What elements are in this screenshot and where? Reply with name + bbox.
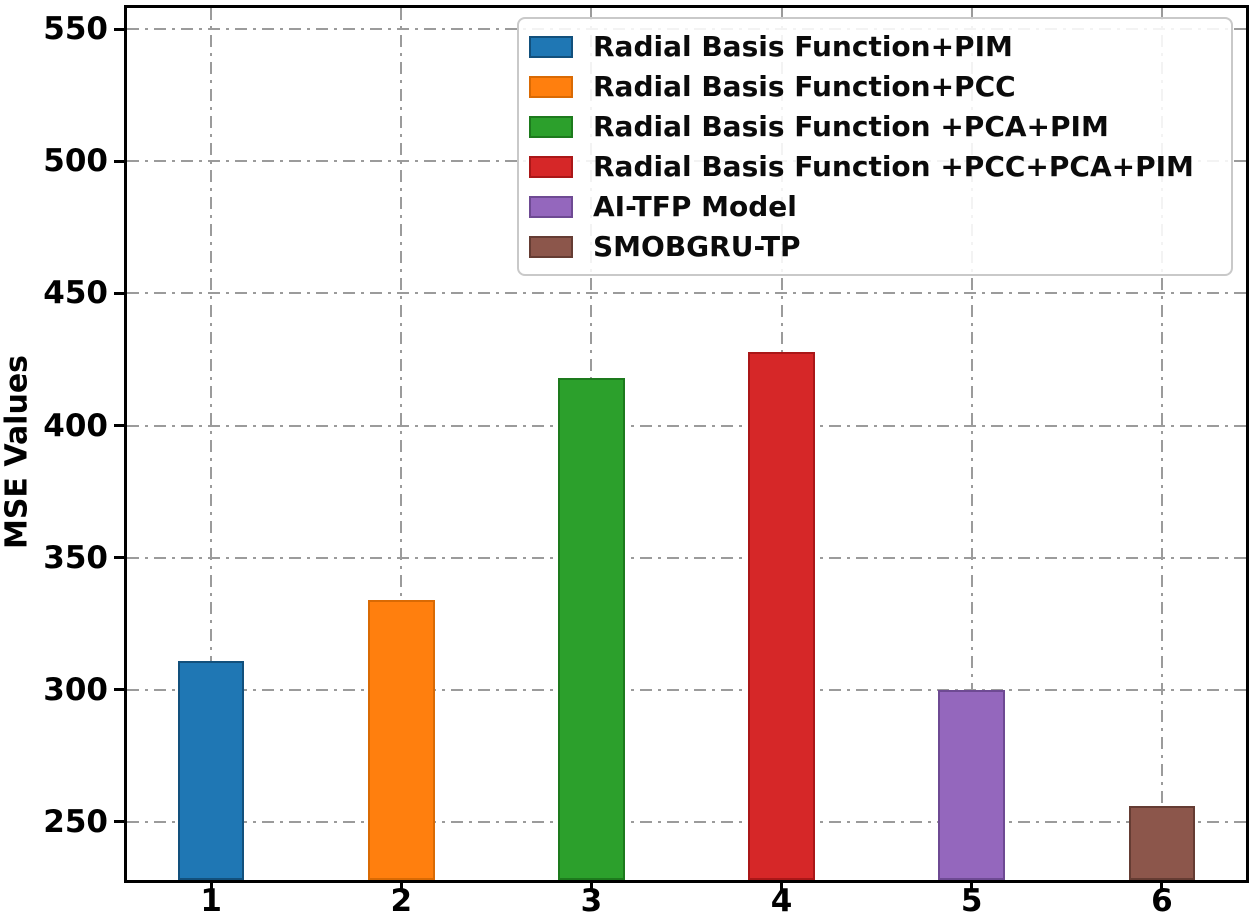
legend-swatch [529, 235, 573, 258]
gridline-horizontal [127, 688, 1246, 691]
y-axis-title: MSE Values [0, 354, 35, 550]
x-tick-label: 6 [1151, 883, 1173, 919]
y-tick-mark [114, 159, 124, 163]
gridline-vertical [400, 8, 403, 880]
x-tick-mark [970, 881, 974, 891]
y-tick-mark [114, 27, 124, 31]
gridline-horizontal [127, 292, 1246, 295]
x-tick-label: 3 [580, 883, 603, 919]
y-tick-mark [114, 291, 124, 295]
y-tick-label: 350 [43, 539, 108, 576]
y-tick-label: 400 [43, 407, 108, 444]
y-tick-label: 450 [43, 275, 108, 312]
y-tick-mark [114, 556, 124, 560]
bar-2 [368, 599, 435, 880]
bar-3 [558, 377, 625, 880]
x-tick-label: 4 [770, 883, 793, 919]
legend-label: AI-TFP Model [593, 190, 797, 223]
legend-item: Radial Basis Function +PCA+PIM [529, 110, 1223, 143]
legend-swatch [529, 115, 573, 138]
gridline-horizontal [127, 424, 1246, 427]
x-tick-mark [780, 881, 784, 891]
gridline-vertical [970, 8, 973, 880]
legend: Radial Basis Function+PIM Radial Basis Fu… [517, 17, 1233, 276]
gridline-horizontal [127, 820, 1246, 823]
legend-label: SMOBGRU-TP [593, 230, 801, 263]
y-tick-label: 500 [43, 143, 108, 180]
legend-label: Radial Basis Function+PIM [593, 30, 1013, 63]
legend-item: SMOBGRU-TP [529, 230, 1223, 263]
x-tick-mark [1160, 881, 1164, 891]
bar-6 [1128, 806, 1196, 880]
x-tick-label: 1 [200, 883, 222, 919]
y-tick-label: 250 [43, 803, 108, 840]
y-tick-label: 550 [43, 11, 108, 48]
x-tick-label: 5 [960, 883, 983, 919]
legend-swatch [529, 195, 573, 218]
gridline-vertical [210, 8, 213, 880]
legend-swatch [529, 155, 573, 178]
gridline-horizontal [127, 556, 1246, 559]
x-tick-label: 2 [390, 883, 413, 919]
x-tick-mark [209, 881, 213, 891]
bar-1 [177, 660, 245, 880]
y-tick-label: 300 [43, 671, 108, 708]
legend-label: Radial Basis Function +PCA+PIM [593, 110, 1109, 143]
bar-4 [748, 351, 815, 880]
plot-canvas [127, 8, 1246, 880]
y-tick-mark [114, 820, 124, 824]
x-tick-mark [589, 881, 593, 891]
legend-label: Radial Basis Function+PCC [593, 70, 1016, 103]
legend-item: Radial Basis Function+PIM [529, 30, 1223, 63]
legend-swatch [529, 75, 573, 98]
y-tick-mark [114, 424, 124, 427]
y-tick-mark [114, 688, 124, 692]
bar-5 [938, 689, 1005, 880]
gridline-vertical [1160, 8, 1163, 880]
x-tick-mark [399, 881, 403, 891]
legend-label: Radial Basis Function +PCC+PCA+PIM [593, 150, 1194, 183]
legend-item: AI-TFP Model [529, 190, 1223, 223]
legend-swatch [529, 35, 573, 58]
legend-item: Radial Basis Function +PCC+PCA+PIM [529, 150, 1223, 183]
legend-item: Radial Basis Function+PCC [529, 70, 1223, 103]
